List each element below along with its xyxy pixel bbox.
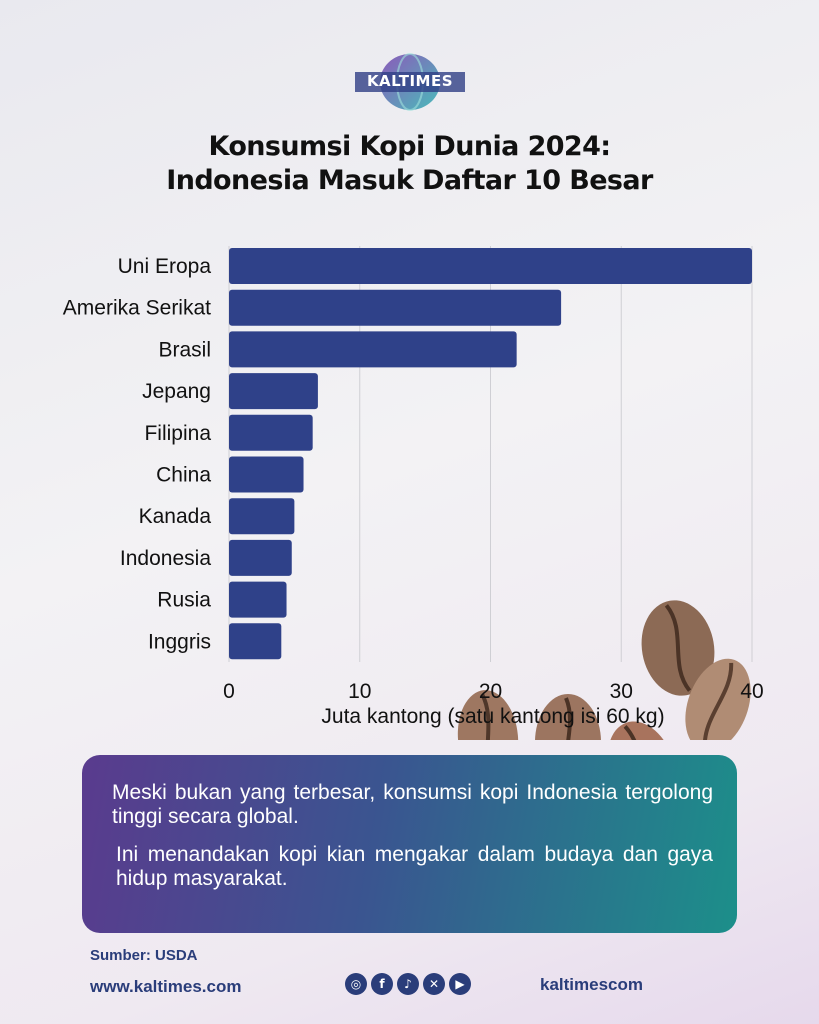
- bar: [229, 414, 313, 451]
- tiktok-icon[interactable]: ♪: [397, 973, 419, 995]
- bar: [229, 456, 304, 493]
- x-tick-label: 20: [479, 680, 502, 703]
- bar-chart: Uni Eropa Amerika Serikat Brasil Jepang Fili…: [63, 246, 764, 740]
- bar: [229, 498, 295, 535]
- kaltimes-logo: KALTIMES: [355, 52, 465, 112]
- category-label: Filipina: [144, 422, 211, 445]
- coffee-bean-icon: [457, 690, 519, 740]
- social-handle[interactable]: kaltimescom: [540, 975, 643, 994]
- category-label: Amerika Serikat: [63, 297, 211, 320]
- logo-globe-icon: [355, 53, 465, 111]
- social-icons: ◎ f ♪ ✕ ▶: [345, 973, 471, 995]
- x-tick-label: 40: [740, 680, 763, 703]
- category-label: Indonesia: [120, 547, 211, 570]
- coffee-beans-illustration: [457, 600, 751, 740]
- bar: [229, 623, 282, 660]
- category-label: Jepang: [142, 380, 211, 403]
- bar: [229, 248, 752, 284]
- bar: [229, 373, 318, 410]
- info-paragraph-2: Ini menandakan kopi kian mengakar dalam …: [116, 843, 713, 890]
- source-label: Sumber: USDA: [90, 947, 198, 964]
- category-label: Uni Eropa: [118, 255, 212, 278]
- logo-text: KALTIMES: [366, 72, 454, 90]
- category-label: China: [156, 464, 211, 487]
- x-icon[interactable]: ✕: [423, 973, 445, 995]
- bar: [229, 289, 562, 326]
- coffee-bean-icon: [685, 658, 751, 740]
- info-box: Meski bukan yang terbesar, konsumsi kopi…: [82, 755, 737, 933]
- x-tick-label: 10: [348, 680, 371, 703]
- x-tick-label: 30: [610, 680, 633, 703]
- category-label: Inggris: [148, 630, 211, 653]
- category-label: Brasil: [158, 338, 211, 361]
- page-title: Konsumsi Kopi Dunia 2024: Indonesia Masu…: [0, 130, 819, 198]
- coffee-bean-icon: [641, 600, 715, 696]
- title-line-2: Indonesia Masuk Daftar 10 Besar: [166, 165, 653, 196]
- title-line-1: Konsumsi Kopi Dunia 2024:: [208, 131, 611, 162]
- bar: [229, 331, 517, 368]
- x-axis-label: Juta kantong (satu kantong isi 60 kg): [321, 705, 664, 728]
- instagram-icon[interactable]: ◎: [345, 973, 367, 995]
- category-label: Kanada: [139, 505, 212, 528]
- category-label: Rusia: [157, 589, 211, 612]
- bar: [229, 581, 287, 618]
- coffee-bean-icon: [607, 721, 677, 740]
- coffee-bean-icon: [535, 694, 601, 740]
- bar: [229, 539, 292, 576]
- x-tick-label: 0: [223, 680, 235, 703]
- facebook-icon[interactable]: f: [371, 973, 393, 995]
- youtube-icon[interactable]: ▶: [449, 973, 471, 995]
- info-paragraph-1: Meski bukan yang terbesar, konsumsi kopi…: [112, 781, 713, 828]
- website-link[interactable]: www.kaltimes.com: [90, 977, 242, 996]
